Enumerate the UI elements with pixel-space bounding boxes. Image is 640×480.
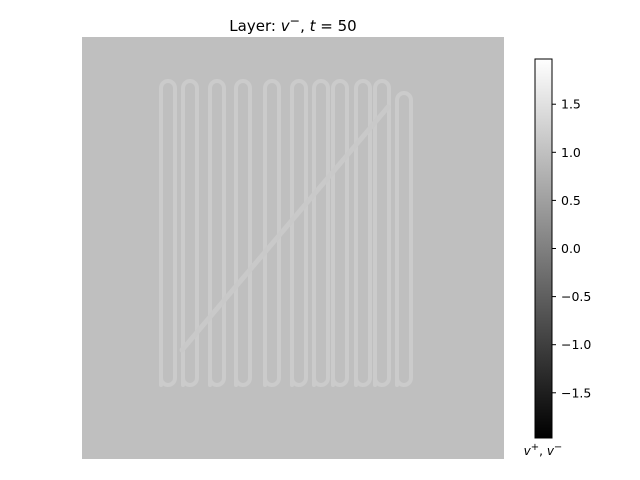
- colorbar-tick-label: −1.5: [561, 385, 591, 400]
- colorbar-tick-label: 0.5: [561, 193, 581, 208]
- colorbar-gradient: [534, 58, 553, 439]
- track-loop: [395, 91, 413, 387]
- colorbar-label-separator: ,: [539, 444, 547, 458]
- title-time-symbol: t: [309, 17, 316, 35]
- track-loop: [159, 79, 177, 387]
- track-loop: [354, 79, 372, 387]
- track-loop: [181, 79, 199, 387]
- track-loop: [312, 79, 330, 387]
- colorbar-tick-label: 0.0: [561, 241, 581, 256]
- colorbar-label: v+, v−: [512, 442, 574, 458]
- colorbar-ticks: 1.5 1.0 0.5 0.0 −0.5 −1.0 −1.5: [552, 97, 591, 400]
- colorbar: 1.5 1.0 0.5 0.0 −0.5 −1.0 −1.5: [534, 58, 591, 439]
- track-loop: [208, 79, 226, 387]
- title-variable: v: [280, 17, 290, 35]
- track-loop: [234, 79, 252, 387]
- colorbar-tick-label: 1.0: [561, 145, 581, 160]
- title-time-value: = 50: [315, 17, 357, 35]
- colorbar-tick-label: −1.0: [561, 337, 591, 352]
- colorbar-label-sup-a: +: [530, 442, 540, 453]
- title-prefix: Layer:: [229, 17, 281, 35]
- track-loop: [331, 79, 349, 387]
- chart-title: Layer: v−, t = 50: [82, 13, 504, 35]
- track-loop: [373, 79, 391, 387]
- heatmap: [82, 37, 504, 459]
- colorbar-tick-label: −0.5: [561, 289, 591, 304]
- colorbar-label-var-a: v: [523, 444, 531, 458]
- colorbar-tick-label: 1.5: [561, 97, 581, 112]
- title-variable-superscript: −: [289, 13, 301, 28]
- diagonal-track: [179, 104, 391, 353]
- colorbar-label-sup-b: −: [553, 442, 563, 453]
- colorbar-label-var-b: v: [546, 444, 554, 458]
- title-separator: ,: [300, 17, 310, 35]
- track-loop: [290, 79, 308, 387]
- serpentine-track: [159, 79, 413, 387]
